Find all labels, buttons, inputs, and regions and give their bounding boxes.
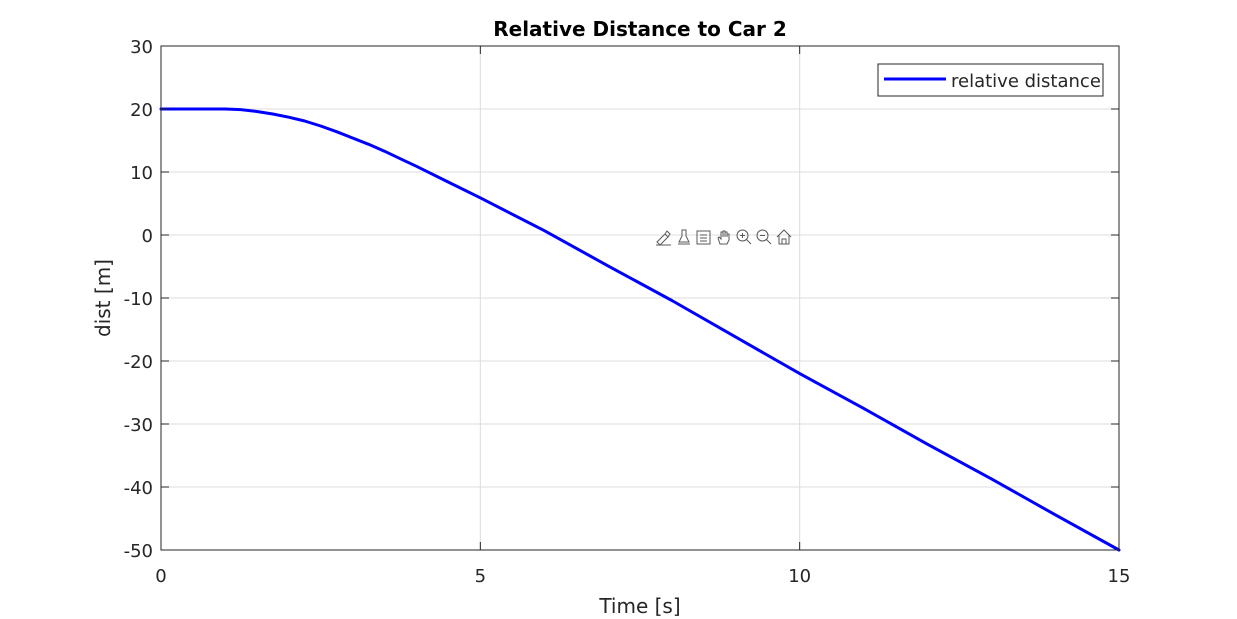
legend[interactable]: relative distance bbox=[877, 63, 1104, 97]
tick-marks bbox=[160, 45, 1120, 551]
y-axis-label: dist [m] bbox=[91, 259, 115, 337]
x-tick-label: 10 bbox=[788, 566, 811, 587]
plot-area[interactable] bbox=[159, 45, 1121, 552]
x-axis-label: Time [s] bbox=[598, 594, 680, 618]
y-tick-label: -40 bbox=[124, 478, 153, 499]
y-tick-label: 0 bbox=[142, 226, 153, 247]
y-tick-label: 10 bbox=[130, 163, 153, 184]
legend-icon[interactable] bbox=[695, 228, 713, 246]
x-tick-labels: 0 5 10 15 bbox=[155, 566, 1130, 587]
legend-entry-label: relative distance bbox=[951, 71, 1101, 92]
y-tick-label: -10 bbox=[124, 289, 153, 310]
y-tick-label: -30 bbox=[124, 415, 153, 436]
y-tick-label: 30 bbox=[130, 37, 153, 58]
y-tick-labels: 30 20 10 0 -10 -20 -30 -40 -50 bbox=[124, 37, 153, 562]
chart-title: Relative Distance to Car 2 bbox=[493, 17, 787, 41]
home-icon[interactable] bbox=[775, 228, 793, 246]
series-line-relative-distance bbox=[159, 107, 1121, 552]
brush-icon[interactable] bbox=[655, 228, 673, 246]
series-layer bbox=[159, 107, 1121, 552]
y-tick-label: -20 bbox=[124, 352, 153, 373]
axes-toolbar[interactable] bbox=[655, 228, 793, 246]
y-tick-label: -50 bbox=[124, 541, 153, 562]
x-tick-label: 15 bbox=[1108, 566, 1131, 587]
x-tick-label: 0 bbox=[155, 566, 166, 587]
y-tick-label: 20 bbox=[130, 100, 153, 121]
zoom-out-icon[interactable] bbox=[755, 228, 773, 246]
datatip-icon[interactable] bbox=[675, 228, 693, 246]
grid-lines bbox=[161, 46, 1119, 550]
x-tick-label: 5 bbox=[475, 566, 486, 587]
pan-icon[interactable] bbox=[715, 228, 733, 246]
zoom-in-icon[interactable] bbox=[735, 228, 753, 246]
